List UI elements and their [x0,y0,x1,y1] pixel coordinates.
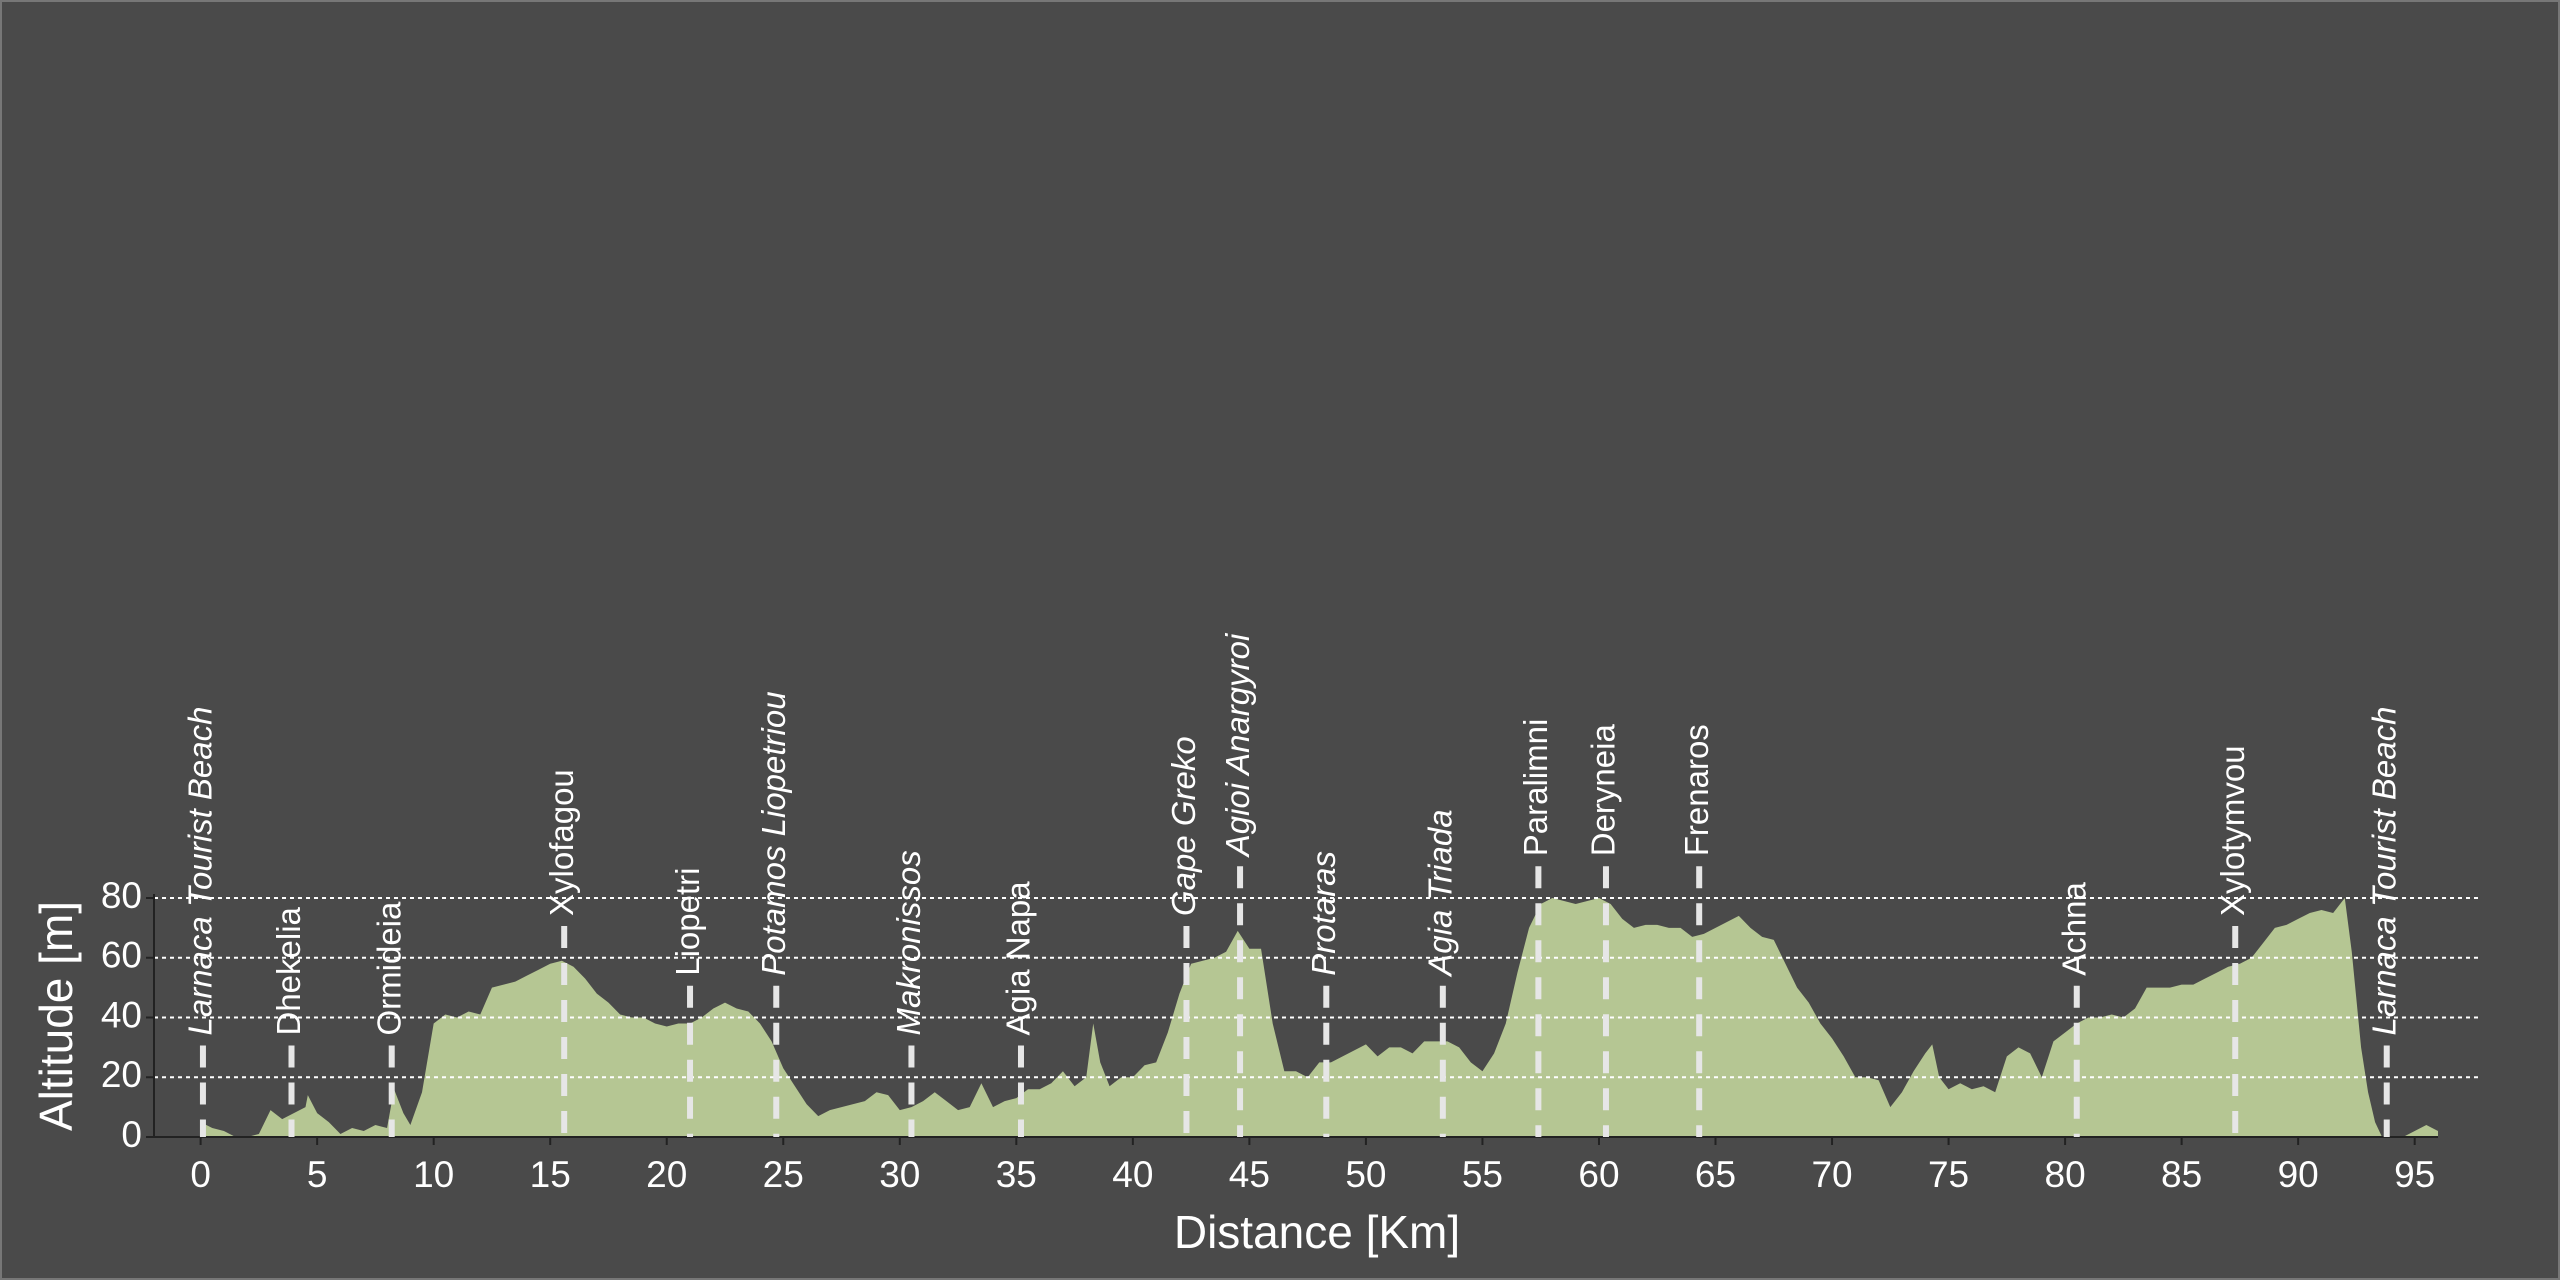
x-tick-label: 80 [2045,1154,2086,1195]
y-tick-label: 60 [101,935,142,976]
y-tick-label: 40 [101,994,142,1035]
x-tick-label: 90 [2278,1154,2319,1195]
x-tick-label: 95 [2394,1154,2435,1195]
y-tick-label: 20 [101,1054,142,1095]
x-tick-label: 35 [996,1154,1037,1195]
waypoint-label: Paralimni [1517,719,1554,857]
x-tick-label: 85 [2161,1154,2202,1195]
waypoint-label: Larnaca Tourist Beach [182,707,219,1036]
x-tick-label: 75 [1928,1154,1969,1195]
waypoint-label: Xylotymvou [2214,745,2251,916]
y-axis-title: Altitude [m] [30,901,82,1131]
waypoint-label: Makronissos [890,850,927,1035]
waypoint-label: Frenaros [1678,724,1715,856]
x-tick-label: 20 [646,1154,687,1195]
waypoint-label: Gape Greko [1165,736,1202,916]
y-tick-label: 80 [101,875,142,916]
waypoint-label: Potamos Liopetriou [755,691,792,975]
x-tick-label: 40 [1112,1154,1153,1195]
x-tick-label: 50 [1345,1154,1386,1195]
waypoint-label: Agioi Anargyroi [1219,632,1256,858]
y-tick-label: 0 [121,1114,142,1155]
x-tick-label: 25 [763,1154,804,1195]
waypoint-label: Achna [2055,882,2092,976]
waypoint-label: Agia Napa [1000,881,1037,1036]
waypoint-label: Ormideia [370,901,407,1036]
waypoint-label: Agia Triada [1422,809,1459,977]
x-tick-label: 65 [1695,1154,1736,1195]
x-tick-label: 15 [530,1154,571,1195]
elevation-area [200,898,2438,1137]
waypoint-label: Protaras [1305,851,1342,976]
x-tick-label: 55 [1462,1154,1503,1195]
x-tick-label: 5 [307,1154,328,1195]
x-tick-label: 70 [1811,1154,1852,1195]
waypoint-label: Deryneia [1585,724,1622,857]
x-tick-label: 10 [413,1154,454,1195]
waypoint-label: Liopetri [669,868,706,976]
x-tick-label: 45 [1229,1154,1270,1195]
x-tick-label: 0 [190,1154,211,1195]
x-tick-label: 60 [1578,1154,1619,1195]
waypoint-label: Larnaca Tourist Beach [2365,707,2402,1036]
waypoint-label: Xylofagou [543,769,580,916]
x-axis-title: Distance [Km] [1174,1206,1460,1258]
x-tick-label: 30 [879,1154,920,1195]
waypoint-label: Dhekelia [270,906,307,1035]
